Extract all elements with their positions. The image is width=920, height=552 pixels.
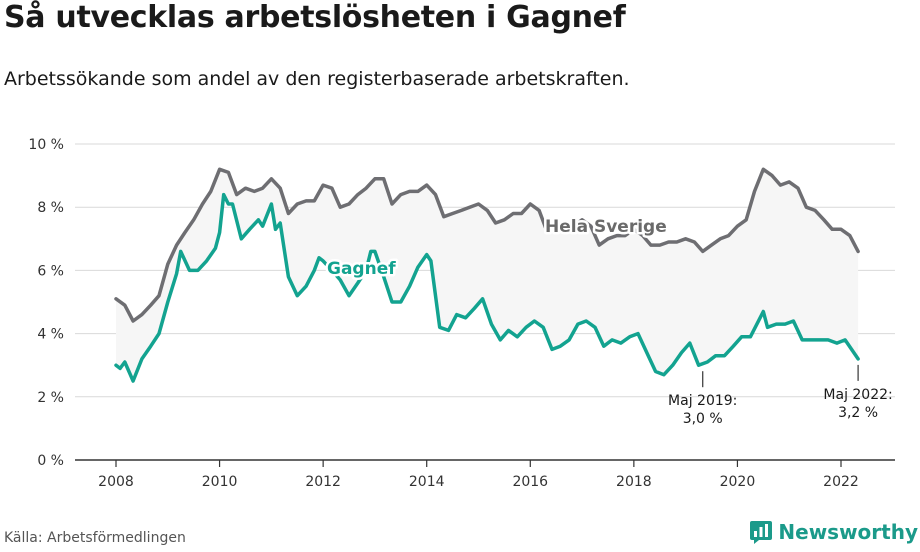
series-line-hela-sverige xyxy=(114,167,860,323)
gap-band xyxy=(116,169,859,381)
chart-title: Så utvecklas arbetslösheten i Gagnef xyxy=(4,0,626,35)
series-label-gagnef: Gagnef xyxy=(327,259,396,279)
x-axis: 2008 2010 2012 2014 2016 2018 2020 2022 xyxy=(98,460,859,490)
annotation-label: Maj 2019: xyxy=(668,393,737,409)
x-tick-label: 2008 xyxy=(98,474,134,490)
x-tick-label: 2020 xyxy=(720,474,756,490)
x-tick-label: 2022 xyxy=(823,474,859,490)
annotation-label: 3,2 % xyxy=(838,405,878,421)
y-tick-label: 0 % xyxy=(37,453,64,469)
source-note: Källa: Arbetsförmedlingen xyxy=(4,530,186,546)
brand-logo: Newsworthy xyxy=(749,520,918,544)
annotation-label: Maj 2022: xyxy=(823,387,892,403)
newsworthy-logo-icon xyxy=(750,521,773,544)
y-tick-label: 6 % xyxy=(37,263,64,279)
series-label-hela-sverige: Hela Sverige xyxy=(545,217,667,237)
series-line-gagnef xyxy=(114,192,860,383)
y-axis: 0 % 2 % 4 % 6 % 8 % 10 % xyxy=(28,137,64,469)
x-tick-label: 2010 xyxy=(202,474,238,490)
x-tick-label: 2014 xyxy=(409,474,445,490)
annotation-label: 3,0 % xyxy=(683,411,723,427)
brand-name: Newsworthy xyxy=(778,520,918,544)
y-tick-label: 10 % xyxy=(28,137,64,153)
annotations: Maj 2019: 3,0 % Maj 2022: 3,2 % xyxy=(668,364,893,427)
y-tick-label: 8 % xyxy=(37,200,64,216)
y-tick-label: 2 % xyxy=(37,390,64,406)
y-tick-label: 4 % xyxy=(37,327,64,343)
x-tick-label: 2018 xyxy=(616,474,652,490)
x-tick-label: 2012 xyxy=(305,474,341,490)
chart-subtitle: Arbetssökande som andel av den registerb… xyxy=(4,68,630,90)
x-tick-label: 2016 xyxy=(512,474,548,490)
